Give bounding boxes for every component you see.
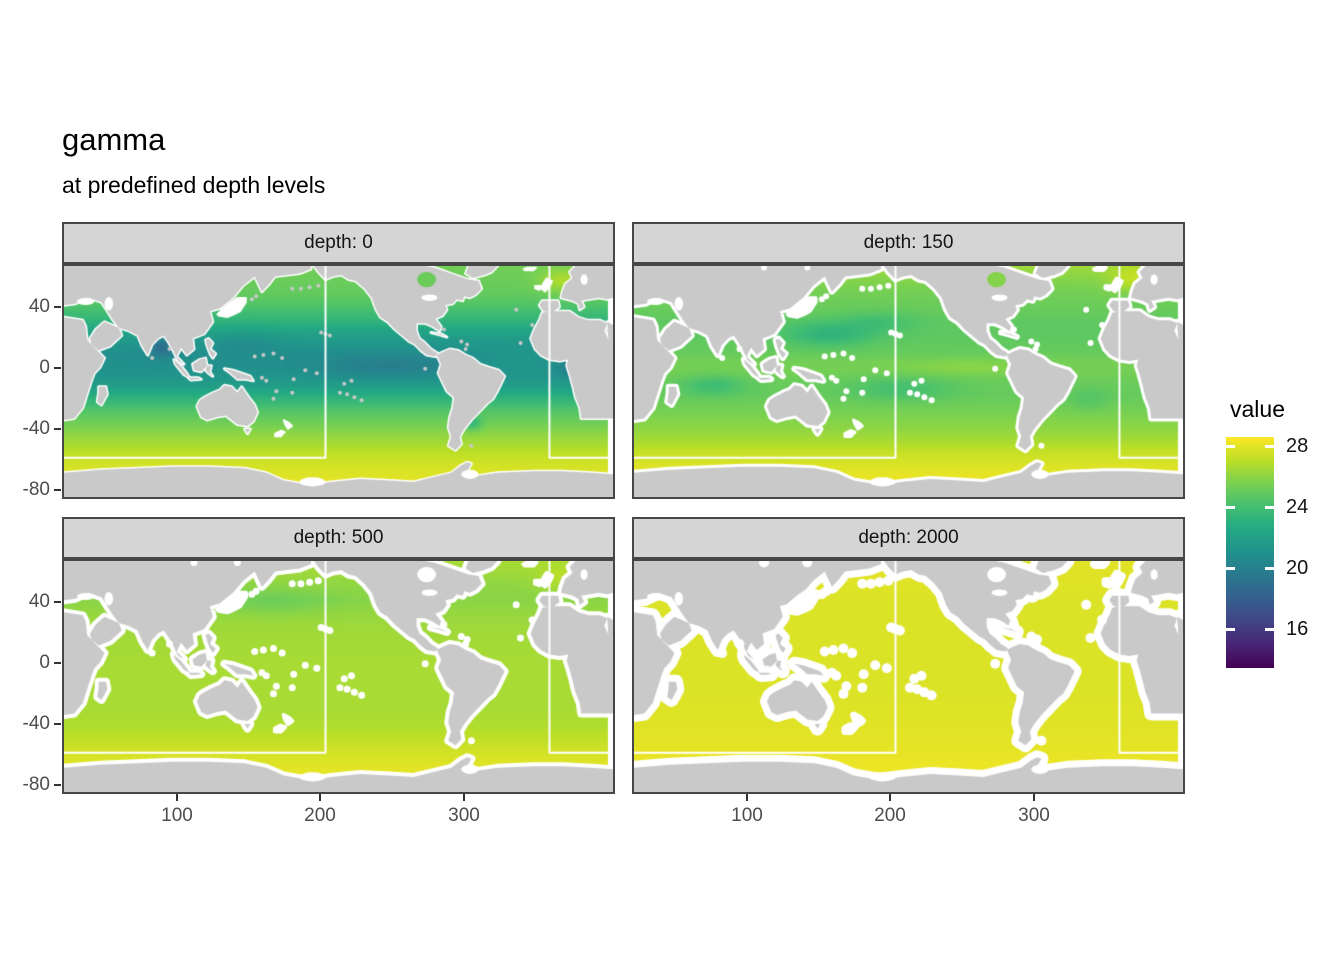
facet-strip-label: depth: 500: [293, 527, 384, 548]
y-axis-tick-label: -80: [22, 479, 50, 500]
facet-strip-depth-0: depth: 0: [62, 222, 615, 264]
y-axis-tick-mark: [54, 428, 61, 430]
y-axis-tick-label: -40: [22, 418, 50, 439]
legend-tick-mark: [1226, 567, 1235, 570]
legend-tick-mark: [1265, 628, 1274, 631]
legend-colorbar: [1226, 437, 1274, 668]
x-axis-tick-mark: [319, 794, 321, 801]
x-axis-tick-label: 300: [1018, 805, 1050, 826]
y-axis-tick-mark: [54, 601, 61, 603]
facet-strip-depth-2000: depth: 2000: [632, 517, 1185, 559]
map-panel-depth-150: [632, 264, 1185, 499]
map-canvas-depth-500: [64, 561, 613, 792]
map-panel-depth-500: [62, 559, 615, 794]
facet-strip-depth-150: depth: 150: [632, 222, 1185, 264]
map-panel-depth-2000: [632, 559, 1185, 794]
x-axis-tick-label: 100: [731, 805, 763, 826]
legend-tick-label: 16: [1286, 618, 1309, 640]
y-axis-tick-mark: [54, 662, 61, 664]
facet-strip-depth-500: depth: 500: [62, 517, 615, 559]
legend-tick-label: 24: [1286, 496, 1309, 518]
x-axis-tick-label: 200: [874, 805, 906, 826]
legend-tick-mark: [1226, 506, 1235, 509]
y-axis-tick-label: -40: [22, 713, 50, 734]
legend-title: value: [1230, 396, 1285, 422]
facet-strip-label: depth: 2000: [858, 527, 959, 548]
legend-tick-mark: [1265, 445, 1274, 448]
legend-tick-mark: [1265, 506, 1274, 509]
x-axis-tick-mark: [1033, 794, 1035, 801]
facet-strip-label: depth: 0: [304, 232, 373, 253]
y-axis-tick-label: 0: [39, 652, 50, 673]
map-panel-depth-0: [62, 264, 615, 499]
x-axis-tick-mark: [176, 794, 178, 801]
x-axis-tick-mark: [746, 794, 748, 801]
x-axis-tick-label: 200: [304, 805, 336, 826]
legend-tick-mark: [1265, 567, 1274, 570]
x-axis-tick-label: 100: [161, 805, 193, 826]
map-canvas-depth-2000: [634, 561, 1183, 792]
y-axis-tick-mark: [54, 306, 61, 308]
y-axis-tick-mark: [54, 489, 61, 491]
legend-tick-label: 20: [1286, 557, 1309, 579]
y-axis-tick-label: 40: [28, 591, 50, 612]
legend-tick-mark: [1226, 628, 1235, 631]
y-axis-tick-label: -80: [22, 774, 50, 795]
facet-strip-label: depth: 150: [863, 232, 954, 253]
y-axis-tick-mark: [54, 723, 61, 725]
legend-tick-label: 28: [1286, 435, 1309, 457]
x-axis-tick-mark: [463, 794, 465, 801]
y-axis-tick-label: 0: [39, 357, 50, 378]
y-axis-tick-mark: [54, 784, 61, 786]
x-axis-tick-mark: [889, 794, 891, 801]
plot-subtitle: at predefined depth levels: [62, 172, 326, 198]
map-canvas-depth-0: [64, 266, 613, 497]
plot-title: gamma: [62, 122, 166, 157]
legend-tick-mark: [1226, 445, 1235, 448]
y-axis-tick-label: 40: [28, 296, 50, 317]
x-axis-tick-label: 300: [448, 805, 480, 826]
y-axis-tick-mark: [54, 367, 61, 369]
map-canvas-depth-150: [634, 266, 1183, 497]
